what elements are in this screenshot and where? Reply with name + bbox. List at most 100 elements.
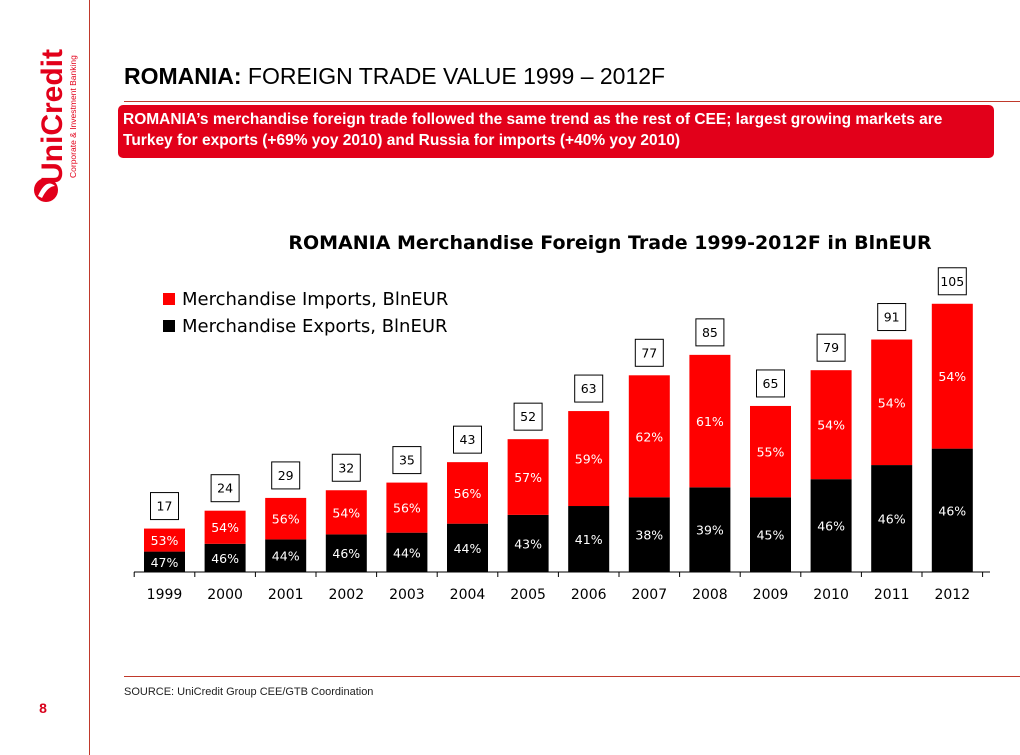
key-message-banner: ROMANIA’s merchandise foreign trade foll… [118, 105, 994, 158]
bar-exports-2002 [325, 534, 367, 572]
total-box-2008 [695, 318, 725, 347]
bar-exports-2011 [871, 465, 913, 572]
x-tick-label-2011: 2011 [874, 587, 910, 603]
bar-exports-2010 [810, 479, 852, 572]
unicredit-logo: UniCredit Corporate & Investment Banking [22, 40, 82, 215]
label-exports-share-2010: 46% [817, 519, 845, 534]
x-tick-label-2004: 2004 [450, 587, 486, 603]
bar-imports-2001 [265, 497, 307, 540]
bar-imports-2000 [204, 510, 246, 544]
bar-exports-2004 [447, 523, 488, 572]
bar-exports-2012 [931, 448, 973, 572]
page-number: 8 [39, 700, 47, 716]
x-tick-label-2006: 2006 [571, 587, 607, 603]
x-tick-label-2007: 2007 [631, 587, 667, 603]
bar-imports-2011 [871, 339, 913, 466]
label-exports-share-2007: 38% [635, 528, 663, 543]
label-exports-share-2011: 46% [878, 512, 906, 527]
page-title-subject: FOREIGN TRADE VALUE 1999 – 2012F [241, 63, 666, 89]
label-imports-share-2003: 56% [393, 501, 421, 516]
label-total-2006: 63 [581, 381, 597, 396]
bar-imports-2002 [325, 490, 367, 535]
x-tick-label-2003: 2003 [389, 587, 425, 603]
total-box-2010 [816, 333, 846, 362]
total-box-2000 [210, 474, 240, 503]
bar-exports-2008 [689, 487, 731, 572]
x-tick-label-2002: 2002 [328, 587, 364, 603]
label-total-1999: 17 [157, 499, 173, 514]
label-total-2001: 29 [278, 468, 294, 483]
bar-exports-1999 [144, 551, 185, 572]
label-total-2003: 35 [399, 453, 415, 468]
total-box-2007 [634, 338, 664, 367]
label-exports-share-2001: 44% [272, 549, 300, 564]
label-exports-share-2009: 45% [757, 528, 785, 543]
legend-swatch-exports [163, 320, 175, 332]
x-tick-label-2010: 2010 [813, 587, 849, 603]
page-title: ROMANIA: FOREIGN TRADE VALUE 1999 – 2012… [124, 63, 665, 90]
label-imports-share-2004: 56% [454, 486, 482, 501]
logo-wordmark: UniCredit [36, 49, 69, 184]
x-tick-label-2000: 2000 [207, 587, 243, 603]
label-exports-share-1999: 47% [151, 555, 179, 570]
label-imports-share-2011: 54% [878, 395, 906, 410]
left-accent-rule [89, 0, 90, 755]
total-box-2009 [756, 369, 785, 398]
label-imports-share-2007: 62% [635, 429, 663, 444]
label-imports-share-2008: 61% [696, 414, 724, 429]
bar-imports-2006 [568, 411, 610, 507]
label-total-2012: 105 [940, 274, 964, 289]
label-exports-share-2006: 41% [575, 532, 603, 547]
chart-title: ROMANIA Merchandise Foreign Trade 1999-2… [288, 232, 932, 254]
label-exports-share-2012: 46% [938, 503, 966, 518]
label-imports-share-2002: 54% [332, 505, 360, 520]
bar-imports-2003 [386, 482, 428, 533]
total-box-2001 [271, 461, 301, 490]
legend-label-imports: Merchandise Imports, BlnEUR [182, 289, 448, 310]
total-box-2006 [574, 374, 604, 403]
bar-imports-1999 [144, 528, 185, 552]
title-divider [124, 101, 1020, 102]
bar-exports-2007 [628, 497, 670, 572]
label-imports-share-2000: 54% [211, 520, 239, 535]
label-imports-share-2010: 54% [817, 418, 845, 433]
legend-swatch-imports [163, 293, 175, 305]
total-box-2012 [937, 267, 967, 296]
bar-exports-2001 [265, 539, 307, 572]
label-exports-share-2000: 46% [211, 551, 239, 566]
label-total-2005: 52 [520, 409, 536, 424]
label-exports-share-2003: 44% [393, 545, 421, 560]
total-box-2005 [513, 402, 543, 431]
label-total-2002: 32 [338, 460, 354, 475]
bar-imports-2012 [931, 303, 973, 449]
x-tick-label-2009: 2009 [753, 587, 789, 603]
label-total-2010: 79 [823, 340, 839, 355]
label-total-2004: 43 [460, 432, 476, 447]
bar-imports-2008 [689, 354, 731, 488]
total-box-2011 [877, 303, 907, 332]
logo-emblem-icon [34, 178, 58, 202]
label-total-2011: 91 [884, 310, 900, 325]
label-imports-share-2005: 57% [514, 470, 542, 485]
x-tick-label-1999: 1999 [147, 587, 183, 603]
total-box-2003 [392, 446, 422, 475]
footer-divider [124, 676, 1020, 677]
label-total-2008: 85 [702, 325, 718, 340]
trade-chart: ROMANIA Merchandise Foreign Trade 1999-2… [133, 232, 990, 603]
bar-imports-2004 [447, 462, 488, 524]
label-imports-share-2001: 56% [272, 512, 300, 527]
bar-imports-2005 [507, 439, 549, 515]
bar-exports-2009 [750, 497, 791, 572]
bar-exports-2005 [507, 514, 549, 572]
page-title-country: ROMANIA: [124, 63, 242, 89]
bar-exports-2006 [568, 506, 610, 572]
label-imports-share-2009: 55% [757, 445, 785, 460]
x-tick-label-2005: 2005 [510, 587, 546, 603]
bar-exports-2003 [386, 532, 428, 572]
x-tick-label-2012: 2012 [934, 587, 970, 603]
bar-imports-2007 [628, 375, 670, 498]
label-imports-share-2012: 54% [938, 369, 966, 384]
label-exports-share-2004: 44% [454, 541, 482, 556]
logo-tagline: Corporate & Investment Banking [68, 55, 78, 178]
label-exports-share-2002: 46% [332, 546, 360, 561]
